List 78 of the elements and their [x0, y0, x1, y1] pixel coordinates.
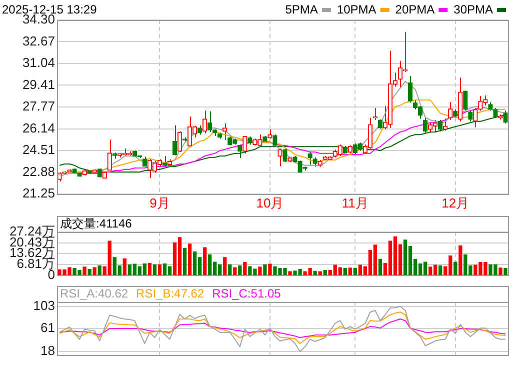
y-tick-label: 21.25: [22, 186, 55, 201]
bar: [228, 264, 232, 276]
y-tick-label: 27.77: [22, 98, 55, 114]
bar: [263, 264, 267, 276]
candlestick: [408, 76, 413, 104]
y-tick-label: 29.41: [22, 76, 55, 92]
bar: [238, 265, 242, 276]
x-tick-label: 10月: [256, 195, 284, 210]
candlestick: [312, 156, 318, 168]
candlestick: [272, 134, 278, 148]
bar: [152, 264, 157, 276]
candlestick: [282, 148, 288, 162]
bar: [318, 271, 322, 276]
candlestick: [438, 120, 443, 132]
y-tick-label: 103: [33, 298, 55, 313]
candlestick: [448, 102, 453, 120]
y-tick-label: 32.67: [22, 33, 55, 48]
bar: [348, 268, 352, 276]
x-tick-label: 11月: [342, 195, 368, 210]
bar: [243, 262, 247, 276]
bar: [353, 268, 357, 276]
bar: [454, 262, 458, 276]
candlestick: [422, 117, 428, 134]
bar: [458, 245, 462, 276]
x-tick-label: 12月: [442, 195, 470, 210]
bar: [122, 258, 126, 276]
bar: [438, 265, 442, 276]
candlestick: [443, 118, 448, 132]
candlestick: [208, 110, 212, 132]
y-tick-label: 61: [40, 320, 55, 336]
y-tick-label: 26.14: [22, 120, 55, 136]
bar: [92, 267, 96, 276]
candlestick: [473, 108, 478, 128]
y-tick-label: 18: [40, 343, 55, 358]
bar: [233, 267, 237, 276]
bar: [343, 268, 347, 276]
legend-label: 5PMA: [285, 2, 318, 16]
bar: [82, 266, 86, 276]
series-label: RSI_A:40.62: [60, 286, 128, 300]
bar: [223, 257, 227, 276]
candlestick: [172, 124, 178, 156]
bar: [323, 270, 327, 276]
y-tick-label: 31.04: [22, 55, 55, 70]
bar: [182, 248, 187, 276]
bar: [504, 268, 508, 276]
bar: [268, 264, 272, 276]
candlestick: [197, 124, 202, 136]
legend-label: 10PMA: [336, 2, 376, 16]
candlestick: [503, 110, 508, 124]
candlestick: [308, 150, 312, 166]
bar: [148, 262, 152, 276]
legend-label: 30PMA: [454, 2, 493, 16]
y-tick-label: 24.51: [22, 142, 55, 158]
candlestick: [468, 110, 473, 122]
bar: [313, 270, 317, 276]
bar: [98, 265, 102, 276]
candlestick: [202, 110, 208, 134]
bar: [258, 266, 262, 276]
candlestick: [278, 148, 282, 167]
candlestick: [222, 122, 228, 140]
bar: [378, 258, 382, 276]
bar: [88, 269, 92, 276]
bar: [498, 268, 502, 276]
legend-label: 20PMA: [395, 2, 435, 16]
bar: [188, 244, 192, 276]
text: RSI_C:51.05: [212, 286, 282, 300]
x-tick-label: 9月: [150, 195, 170, 210]
candlestick: [177, 130, 182, 152]
candlestick: [107, 139, 112, 172]
candlestick: [242, 136, 248, 154]
series-label: RSI_B:47.62: [136, 286, 204, 300]
chart-title: 成交量:41146: [60, 216, 132, 230]
bar: [203, 247, 207, 276]
bar: [158, 264, 162, 276]
candlestick: [238, 144, 242, 158]
candlestick: [268, 128, 272, 140]
y-tick-label: 22.88: [22, 164, 55, 179]
bar: [288, 271, 292, 276]
